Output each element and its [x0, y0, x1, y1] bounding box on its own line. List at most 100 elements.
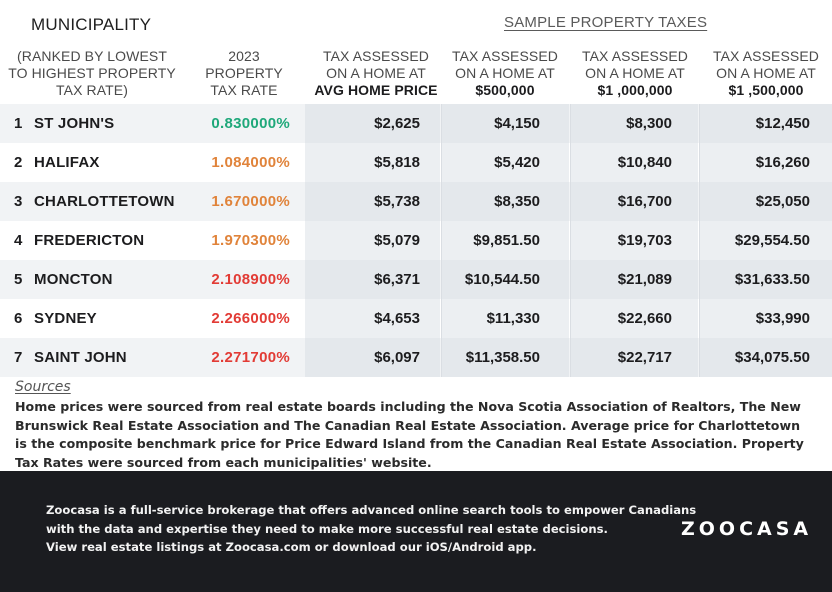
table-row: 1 ST JOHN'S 0.830000% $2,625 $4,150 $8,300 $12…: [0, 104, 832, 143]
tax-avg-home: $5,079: [374, 232, 420, 249]
tax-rate: 1.970300%: [211, 232, 290, 249]
municipality-name: FREDERICTON: [34, 232, 145, 249]
table-row: 2 HALIFAX 1.084000% $5,818 $5,420 $10,840 $16,…: [0, 143, 832, 182]
column-shade: [699, 221, 832, 260]
header-line: TAX RATE): [56, 82, 128, 98]
header-line-bold: AVG HOME PRICE: [314, 82, 438, 98]
header-line: TAX ASSESSED: [582, 48, 688, 64]
header-line: TAX ASSESSED: [323, 48, 429, 64]
municipality-name: SYDNEY: [34, 310, 97, 327]
tax-avg-home: $4,653: [374, 310, 420, 327]
footer-text: Zoocasa is a full-service brokerage that…: [46, 501, 697, 557]
column-shade: [570, 182, 698, 221]
tax-1-5m: $25,050: [755, 193, 810, 210]
column-shade: [570, 338, 698, 377]
table-row: 6 SYDNEY 2.266000% $4,653 $11,330 $22,660 $33,…: [0, 299, 832, 338]
tax-500k: $9,851.50: [473, 232, 540, 249]
header-line-bold: $1 ,000,000: [597, 82, 673, 98]
sources-label: Sources: [15, 379, 71, 395]
column-shade: [441, 182, 569, 221]
rank: 6: [14, 310, 23, 327]
header-line: TO HIGHEST PROPERTY: [8, 65, 176, 81]
header-line: ON A HOME AT: [326, 65, 426, 81]
tax-500k: $8,350: [494, 193, 540, 210]
header-line: ON A HOME AT: [716, 65, 816, 81]
municipality-name: HALIFAX: [34, 154, 100, 171]
tax-avg-home: $2,625: [374, 115, 420, 132]
tax-500k: $11,330: [486, 310, 540, 327]
tax-rate: 1.084000%: [211, 154, 290, 171]
column-shade: [305, 104, 440, 143]
column-shade: [441, 260, 569, 299]
municipality-name: SAINT JOHN: [34, 349, 127, 366]
footer-line: Zoocasa is a full-service brokerage that…: [46, 503, 697, 517]
column-shade: [441, 143, 569, 182]
column-shade: [305, 182, 440, 221]
column-shade: [305, 260, 440, 299]
tax-500k: $10,544.50: [464, 271, 540, 288]
table-row: 4 FREDERICTON 1.970300% $5,079 $9,851.50 $19,…: [0, 221, 832, 260]
tax-rate: 2.271700%: [211, 349, 290, 366]
column-shade: [305, 299, 440, 338]
tax-1-5m: $31,633.50: [734, 271, 810, 288]
zoocasa-logo: ZOOCASA: [681, 518, 813, 540]
municipality-name: ST JOHN'S: [34, 115, 115, 132]
municipality-name: MONCTON: [34, 271, 113, 288]
column-shade: [441, 104, 569, 143]
column-header-1m: TAX ASSESSED ON A HOME AT $1 ,000,000: [570, 48, 700, 99]
tax-500k: $5,420: [494, 154, 540, 171]
tax-500k: $4,150: [494, 115, 540, 132]
header-line: ON A HOME AT: [585, 65, 685, 81]
header-line: 2023: [228, 48, 260, 64]
tax-1-5m: $29,554.50: [734, 232, 810, 249]
column-shade: [441, 221, 569, 260]
column-shade: [305, 143, 440, 182]
footer-line: with the data and expertise they need to…: [46, 521, 608, 536]
sources-text: Home prices were sourced from real estat…: [15, 399, 804, 470]
column-header-1-5m: TAX ASSESSED ON A HOME AT $1 ,500,000: [700, 48, 832, 99]
tax-1m: $22,660: [617, 310, 672, 327]
column-shade: [570, 260, 698, 299]
header-line-bold: $500,000: [475, 82, 535, 98]
column-header-tax-rate: 2023 PROPERTY TAX RATE: [196, 48, 292, 99]
tax-avg-home: $5,738: [374, 193, 420, 210]
rank: 3: [14, 193, 23, 210]
column-shade: [441, 338, 569, 377]
municipality-title: MUNICIPALITY: [31, 15, 152, 34]
column-shade: [570, 143, 698, 182]
column-shade: [699, 299, 832, 338]
rank: 4: [14, 232, 23, 249]
tax-1m: $21,089: [617, 271, 672, 288]
header-line: (RANKED BY LOWEST: [16, 48, 168, 64]
table-row: 5 MONCTON 2.108900% $6,371 $10,544.50 $21,089…: [0, 260, 832, 299]
rank: 5: [14, 271, 23, 288]
header-line-bold: $1 ,500,000: [728, 82, 804, 98]
tax-avg-home: $6,097: [374, 349, 420, 366]
column-shade: [699, 104, 832, 143]
header-line: TAX RATE: [210, 82, 278, 98]
column-shade: [699, 338, 832, 377]
column-shade: [699, 143, 832, 182]
column-shade: [699, 182, 832, 221]
tax-1-5m: $33,990: [755, 310, 810, 327]
footer-line: View real estate listings at Zoocasa.com…: [46, 540, 537, 554]
table-row: 7 SAINT JOHN 2.271700% $6,097 $11,358.50 $22,…: [0, 338, 832, 377]
table-row: 3 CHARLOTTETOWN 1.670000% $5,738 $8,350 $16,7…: [0, 182, 832, 221]
tax-1m: $8,300: [626, 115, 672, 132]
tax-rate: 2.266000%: [211, 310, 290, 327]
footer: Zoocasa is a full-service brokerage that…: [0, 471, 832, 592]
column-shade: [441, 299, 569, 338]
rank: 1: [14, 115, 23, 132]
tax-500k: $11,358.50: [465, 349, 540, 366]
rank: 7: [14, 349, 23, 366]
tax-1-5m: $16,260: [755, 154, 810, 171]
column-shade: [699, 260, 832, 299]
header-line: ON A HOME AT: [455, 65, 555, 81]
column-shade: [570, 299, 698, 338]
rank: 2: [14, 154, 23, 171]
header-line: PROPERTY: [205, 65, 283, 81]
column-header-municipality: (RANKED BY LOWEST TO HIGHEST PROPERTY TA…: [4, 48, 180, 99]
tax-1-5m: $12,450: [755, 115, 810, 132]
property-tax-table: 1 ST JOHN'S 0.830000% $2,625 $4,150 $8,300 $12…: [0, 104, 832, 377]
sample-property-taxes-title: SAMPLE PROPERTY TAXES: [504, 14, 708, 31]
